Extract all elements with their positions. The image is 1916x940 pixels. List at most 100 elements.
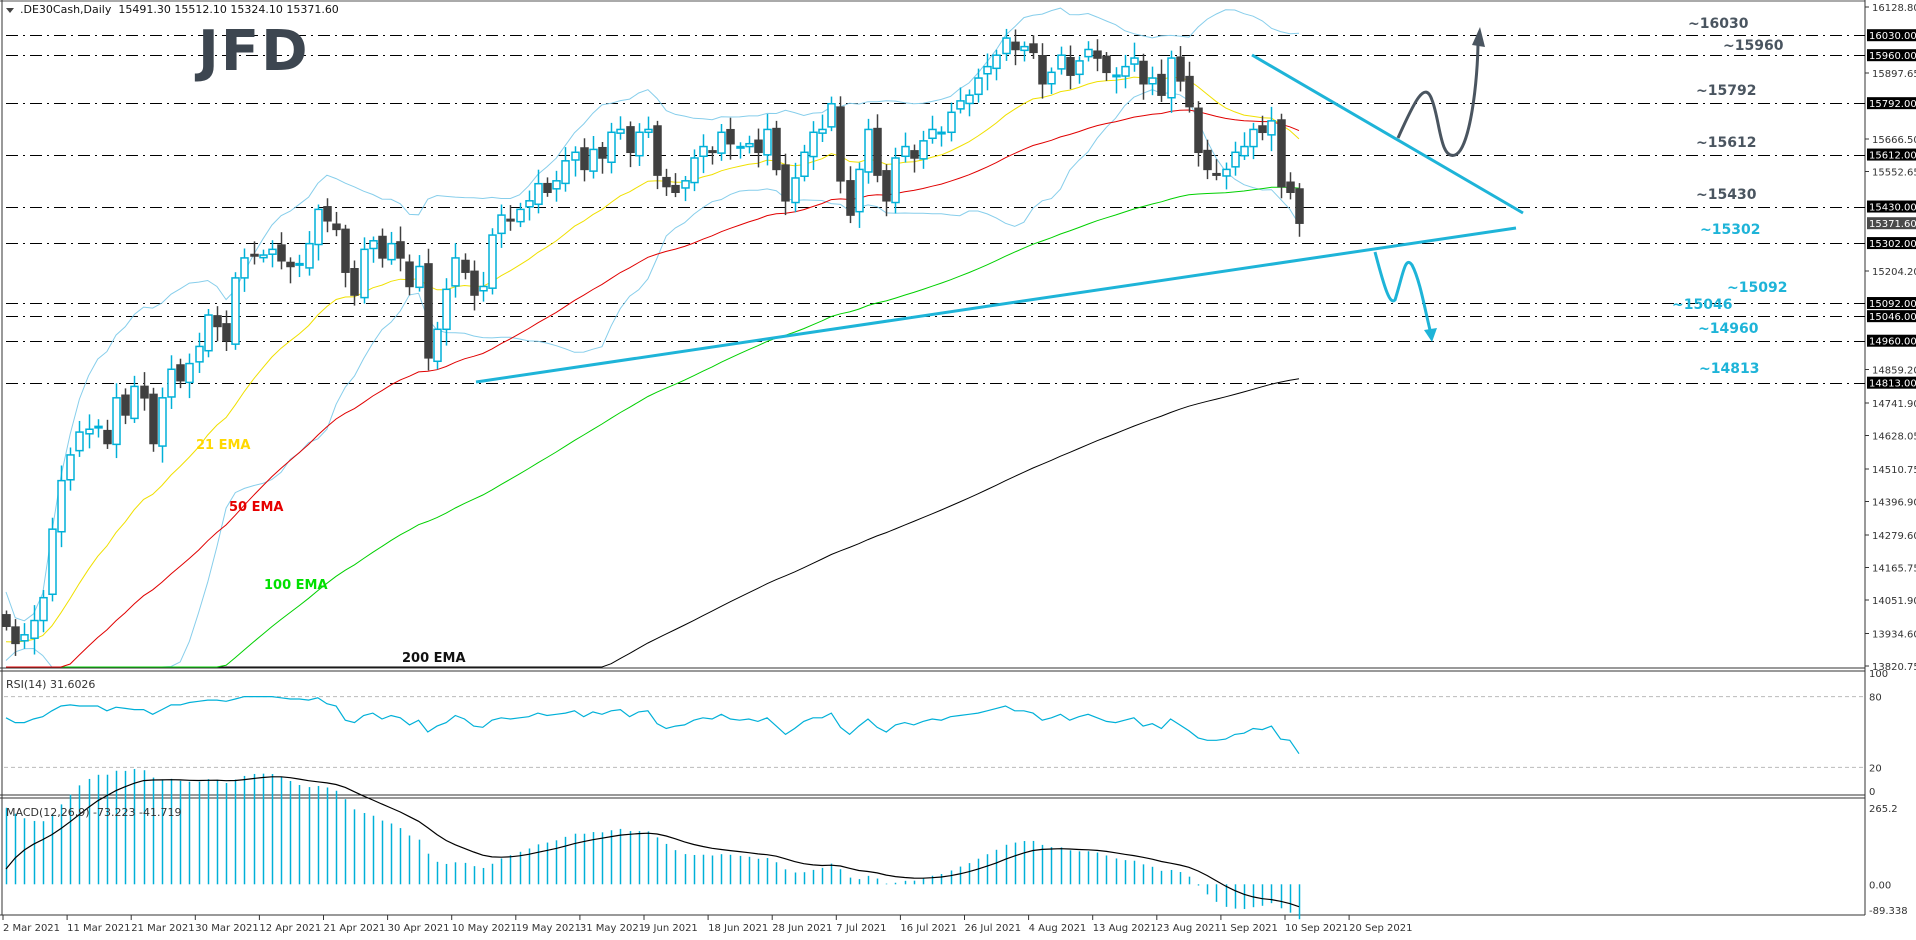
candle-body xyxy=(396,241,405,259)
candle-body xyxy=(1139,60,1148,85)
candle-body xyxy=(195,345,204,363)
x-tick-label: 10 May 2021 xyxy=(452,923,517,934)
candle-body xyxy=(1231,151,1240,168)
candle-body xyxy=(1167,57,1176,99)
candle-body xyxy=(461,259,470,273)
ema-label: 100 EMA xyxy=(264,578,328,593)
level-label-15046: ~15046 xyxy=(1672,297,1732,313)
x-tick-label: 16 Jul 2021 xyxy=(900,923,957,934)
candle-body xyxy=(745,142,754,148)
candle-body xyxy=(1130,57,1139,65)
candle-body xyxy=(2,614,11,627)
candle-body xyxy=(1029,43,1038,54)
candle-body xyxy=(662,176,671,188)
macd-signal-line xyxy=(5,776,1300,908)
y-tick-label: 14741.90 xyxy=(1872,399,1916,410)
candle-body xyxy=(1222,168,1231,177)
candle-body xyxy=(332,223,341,231)
candle-body xyxy=(763,128,772,156)
price-tag-bg xyxy=(1867,97,1916,110)
x-tick-label: 9 Jun 2021 xyxy=(644,923,698,934)
candle-body xyxy=(1002,37,1011,55)
candle-body xyxy=(250,253,259,257)
candle-body xyxy=(901,145,910,158)
candle-body xyxy=(891,157,900,204)
candle-body xyxy=(1249,128,1258,148)
downtrend-line xyxy=(1251,53,1524,215)
candle-body xyxy=(204,314,213,352)
price-tag-bg xyxy=(1867,29,1916,42)
candle-body xyxy=(470,270,479,296)
x-tick-label: 13 Aug 2021 xyxy=(1093,923,1157,934)
candle-body xyxy=(488,234,497,289)
candle-body xyxy=(736,145,745,149)
candle-body xyxy=(781,164,790,202)
candle-body xyxy=(176,364,185,382)
candle-body xyxy=(1176,56,1185,82)
level-label-15792: ~15792 xyxy=(1696,83,1756,99)
candle-body xyxy=(75,431,84,452)
x-tick-label: 21 Apr 2021 xyxy=(324,923,386,934)
macd-tick-label: 265.2 xyxy=(1869,804,1898,815)
price-tag-bg xyxy=(1867,297,1916,310)
y-tick-label: 14165.75 xyxy=(1872,563,1916,574)
x-tick-label: 21 Mar 2021 xyxy=(131,923,194,934)
price-tag-bg xyxy=(1867,334,1916,347)
y-tick-label: 14628.05 xyxy=(1872,431,1916,442)
candle-body xyxy=(286,261,295,268)
candle-body xyxy=(11,626,20,645)
candle-body xyxy=(30,619,39,639)
x-tick-label: 19 May 2021 xyxy=(516,923,581,934)
candle-body xyxy=(314,208,323,246)
candle-body xyxy=(1112,74,1121,78)
x-tick-label: 26 Jul 2021 xyxy=(965,923,1022,934)
level-label-15430: ~15430 xyxy=(1696,187,1757,203)
x-tick-label: 2 Mar 2021 xyxy=(3,923,60,934)
chart-header: .DE30Cash,Daily 15491.30 15512.10 15324.… xyxy=(6,3,339,16)
candle-body xyxy=(213,315,222,328)
candle-body xyxy=(1148,77,1157,85)
price-tag-bg xyxy=(1867,237,1916,250)
x-tick-label: 11 Mar 2021 xyxy=(67,923,130,934)
price-tag-bg xyxy=(1867,310,1916,323)
candle-body xyxy=(1295,188,1304,224)
y-tick-label: 16128.80 xyxy=(1872,3,1916,14)
candle-body xyxy=(1212,172,1221,176)
level-label-14960: ~14960 xyxy=(1698,321,1759,337)
candle-body xyxy=(836,106,845,182)
candle-body xyxy=(149,393,158,445)
y-tick-label: 15204.20 xyxy=(1872,267,1916,278)
ema50-line xyxy=(6,109,1300,668)
bearish-scenario-arrow xyxy=(1373,251,1432,331)
candle-body xyxy=(57,479,66,533)
candle-body xyxy=(809,131,818,158)
level-label-16030: ~16030 xyxy=(1688,16,1749,32)
candle-body xyxy=(580,147,589,171)
candle-body xyxy=(644,128,653,134)
candle-body xyxy=(167,368,176,398)
candle-body xyxy=(1075,60,1084,76)
candle-body xyxy=(671,184,680,193)
candle-body xyxy=(20,634,29,642)
level-label-15092: ~15092 xyxy=(1727,280,1787,296)
x-tick-label: 1 Sep 2021 xyxy=(1221,923,1278,934)
level-label-15302: ~15302 xyxy=(1700,222,1760,238)
price-tag-bg xyxy=(1867,200,1916,213)
candle-body xyxy=(1020,45,1029,52)
symbol-label: .DE30Cash,Daily xyxy=(20,3,112,16)
collapse-triangle-icon[interactable] xyxy=(6,7,14,13)
candle-body xyxy=(827,102,836,128)
y-tick-label: 14279.60 xyxy=(1872,531,1916,542)
candle-body xyxy=(653,125,662,176)
arrow-head-up-icon xyxy=(1472,27,1485,47)
price-tag: 15302.00 xyxy=(1869,239,1916,250)
candle-body xyxy=(1066,57,1075,76)
price-tag-bg xyxy=(1867,376,1916,389)
y-tick-label: 14859.20 xyxy=(1872,365,1916,376)
macd-label: MACD(12,26,9) -73.223 -41.719 xyxy=(6,806,182,819)
candle-body xyxy=(231,277,240,345)
candle-body xyxy=(405,261,414,288)
candle-body xyxy=(1084,48,1093,58)
price-tag: 15612.00 xyxy=(1869,151,1916,162)
